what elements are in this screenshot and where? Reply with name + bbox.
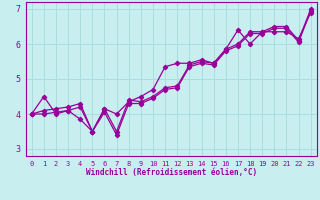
X-axis label: Windchill (Refroidissement éolien,°C): Windchill (Refroidissement éolien,°C) xyxy=(86,168,257,177)
